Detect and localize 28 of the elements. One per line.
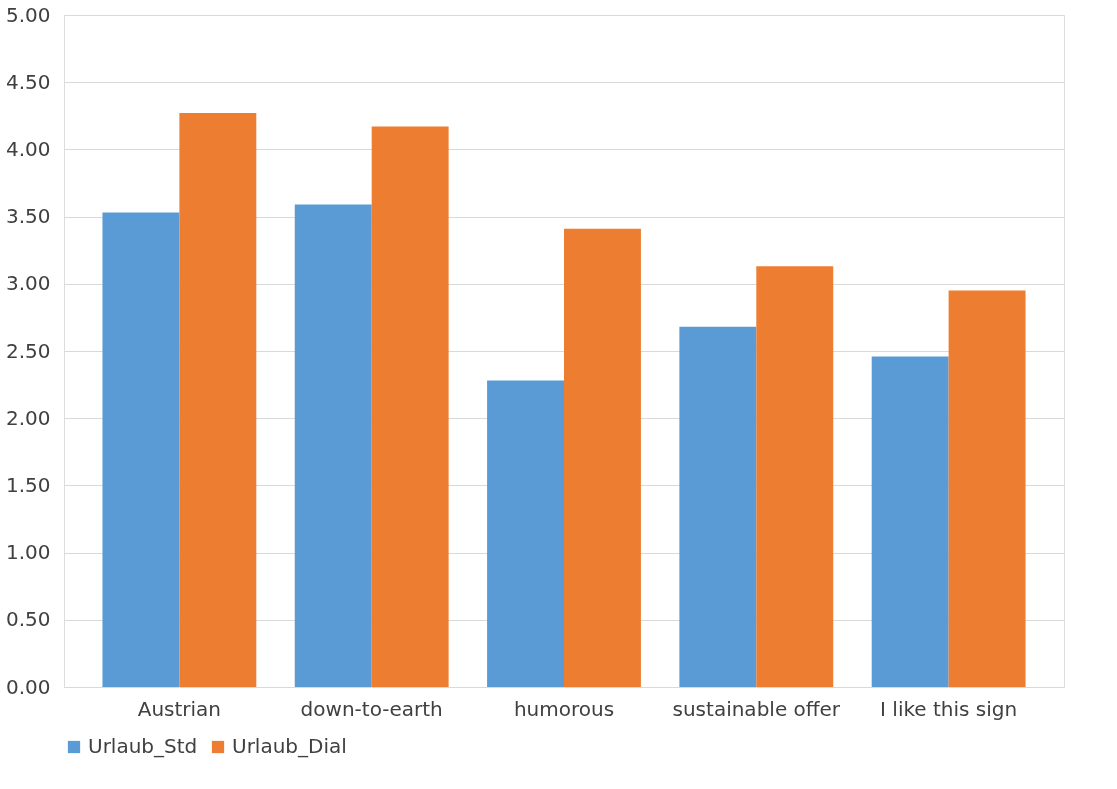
y-tick-label: 1.50 — [5, 472, 51, 497]
x-tick-label: humorous — [513, 696, 615, 721]
bar — [564, 228, 641, 687]
bar — [948, 290, 1026, 687]
legend-label: Urlaub_Dial — [232, 734, 347, 758]
x-tick-label: down-to-earth — [300, 696, 443, 721]
y-tick-label: 1.00 — [5, 540, 51, 565]
bar — [102, 212, 180, 687]
bar — [487, 380, 564, 687]
y-tick-label: 5.00 — [5, 2, 51, 27]
x-tick-label: sustainable offer — [672, 696, 841, 721]
x-tick-label: Austrian — [137, 696, 222, 721]
y-tick-label: 2.50 — [5, 338, 51, 363]
y-tick-label: 3.00 — [5, 271, 51, 296]
bar — [679, 326, 757, 687]
bar — [371, 126, 449, 687]
y-tick-label: 0.00 — [5, 674, 51, 699]
legend-label: Urlaub_Std — [88, 734, 198, 758]
y-tick-label: 2.00 — [5, 405, 51, 430]
y-tick-label: 4.50 — [5, 69, 51, 94]
bar — [871, 356, 949, 687]
y-tick-label: 4.00 — [5, 136, 51, 161]
bar — [294, 204, 372, 687]
y-tick-label: 3.50 — [5, 204, 51, 229]
x-tick-label: I like this sign — [880, 696, 1018, 721]
y-tick-label: 0.50 — [5, 607, 51, 632]
bar — [179, 113, 257, 687]
bar — [756, 266, 834, 687]
